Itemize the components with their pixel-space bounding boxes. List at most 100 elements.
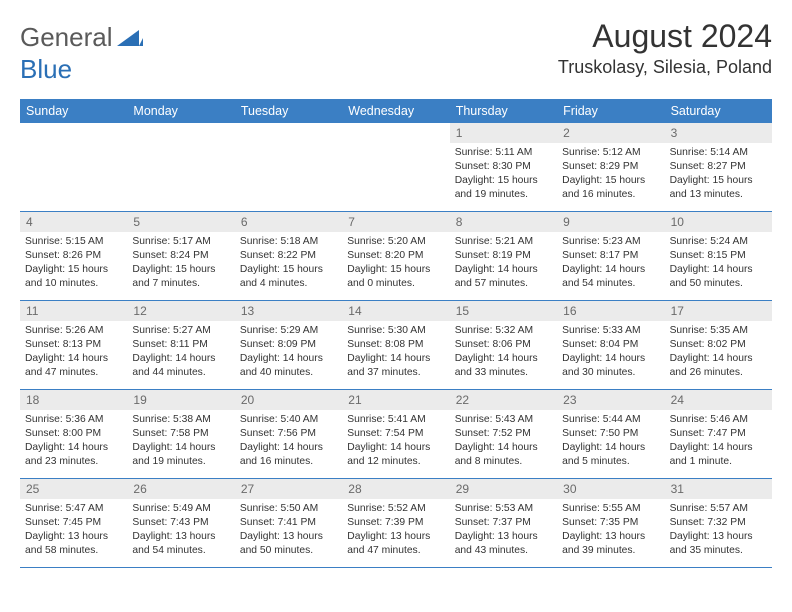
day-number: 31 [665,479,772,499]
weekday-fri: Friday [557,99,664,123]
daylight-text: Daylight: 15 hours and 19 minutes. [455,174,552,202]
daylight-text: Daylight: 14 hours and 8 minutes. [455,441,552,469]
sunrise-text: Sunrise: 5:20 AM [347,235,444,249]
day-body: Sunrise: 5:49 AMSunset: 7:43 PMDaylight:… [127,499,234,562]
daylight-text: Daylight: 14 hours and 50 minutes. [670,263,767,291]
day-body: Sunrise: 5:47 AMSunset: 7:45 PMDaylight:… [20,499,127,562]
sunset-text: Sunset: 8:26 PM [25,249,122,263]
day-cell: 23Sunrise: 5:44 AMSunset: 7:50 PMDayligh… [557,390,664,478]
daylight-text: Daylight: 14 hours and 12 minutes. [347,441,444,469]
day-number: 17 [665,301,772,321]
sunrise-text: Sunrise: 5:40 AM [240,413,337,427]
day-cell: 8Sunrise: 5:21 AMSunset: 8:19 PMDaylight… [450,212,557,300]
sunrise-text: Sunrise: 5:14 AM [670,146,767,160]
daylight-text: Daylight: 15 hours and 4 minutes. [240,263,337,291]
sunset-text: Sunset: 8:08 PM [347,338,444,352]
day-cell: 28Sunrise: 5:52 AMSunset: 7:39 PMDayligh… [342,479,449,567]
day-cell: 29Sunrise: 5:53 AMSunset: 7:37 PMDayligh… [450,479,557,567]
daylight-text: Daylight: 14 hours and 54 minutes. [562,263,659,291]
day-body: Sunrise: 5:32 AMSunset: 8:06 PMDaylight:… [450,321,557,384]
weekday-sun: Sunday [20,99,127,123]
day-number: 12 [127,301,234,321]
weekday-mon: Monday [127,99,234,123]
day-number: 10 [665,212,772,232]
sunrise-text: Sunrise: 5:52 AM [347,502,444,516]
day-body: Sunrise: 5:29 AMSunset: 8:09 PMDaylight:… [235,321,342,384]
month-title: August 2024 [558,18,772,55]
sunrise-text: Sunrise: 5:46 AM [670,413,767,427]
day-body: Sunrise: 5:33 AMSunset: 8:04 PMDaylight:… [557,321,664,384]
day-number: 26 [127,479,234,499]
day-cell: 26Sunrise: 5:49 AMSunset: 7:43 PMDayligh… [127,479,234,567]
daylight-text: Daylight: 13 hours and 39 minutes. [562,530,659,558]
day-body: Sunrise: 5:43 AMSunset: 7:52 PMDaylight:… [450,410,557,473]
day-cell: 12Sunrise: 5:27 AMSunset: 8:11 PMDayligh… [127,301,234,389]
day-body: Sunrise: 5:30 AMSunset: 8:08 PMDaylight:… [342,321,449,384]
weekday-tue: Tuesday [235,99,342,123]
day-number: 15 [450,301,557,321]
day-number: 21 [342,390,449,410]
logo-text-1: General [20,22,113,53]
sunset-text: Sunset: 7:52 PM [455,427,552,441]
day-cell: 27Sunrise: 5:50 AMSunset: 7:41 PMDayligh… [235,479,342,567]
sunset-text: Sunset: 8:09 PM [240,338,337,352]
daylight-text: Daylight: 15 hours and 13 minutes. [670,174,767,202]
day-number: 29 [450,479,557,499]
sunrise-text: Sunrise: 5:15 AM [25,235,122,249]
sunset-text: Sunset: 8:00 PM [25,427,122,441]
day-cell: . [235,123,342,211]
week-row: 25Sunrise: 5:47 AMSunset: 7:45 PMDayligh… [20,479,772,568]
day-body: Sunrise: 5:23 AMSunset: 8:17 PMDaylight:… [557,232,664,295]
day-number: 25 [20,479,127,499]
daylight-text: Daylight: 13 hours and 50 minutes. [240,530,337,558]
day-cell: 10Sunrise: 5:24 AMSunset: 8:15 PMDayligh… [665,212,772,300]
calendar-page: General August 2024 Truskolasy, Silesia,… [0,0,792,578]
sunset-text: Sunset: 7:43 PM [132,516,229,530]
sunset-text: Sunset: 8:11 PM [132,338,229,352]
daylight-text: Daylight: 14 hours and 47 minutes. [25,352,122,380]
sunrise-text: Sunrise: 5:50 AM [240,502,337,516]
day-body: Sunrise: 5:36 AMSunset: 8:00 PMDaylight:… [20,410,127,473]
sunset-text: Sunset: 7:56 PM [240,427,337,441]
day-body: Sunrise: 5:38 AMSunset: 7:58 PMDaylight:… [127,410,234,473]
sunset-text: Sunset: 8:29 PM [562,160,659,174]
day-number: 22 [450,390,557,410]
sunset-text: Sunset: 8:06 PM [455,338,552,352]
day-body: Sunrise: 5:53 AMSunset: 7:37 PMDaylight:… [450,499,557,562]
daylight-text: Daylight: 14 hours and 16 minutes. [240,441,337,469]
sunrise-text: Sunrise: 5:57 AM [670,502,767,516]
week-row: 4Sunrise: 5:15 AMSunset: 8:26 PMDaylight… [20,212,772,301]
day-cell: 2Sunrise: 5:12 AMSunset: 8:29 PMDaylight… [557,123,664,211]
sunset-text: Sunset: 7:50 PM [562,427,659,441]
sunset-text: Sunset: 7:58 PM [132,427,229,441]
day-number: 8 [450,212,557,232]
day-number: 11 [20,301,127,321]
day-body: Sunrise: 5:55 AMSunset: 7:35 PMDaylight:… [557,499,664,562]
day-cell: 15Sunrise: 5:32 AMSunset: 8:06 PMDayligh… [450,301,557,389]
day-body: Sunrise: 5:17 AMSunset: 8:24 PMDaylight:… [127,232,234,295]
daylight-text: Daylight: 14 hours and 37 minutes. [347,352,444,380]
daylight-text: Daylight: 14 hours and 23 minutes. [25,441,122,469]
sunrise-text: Sunrise: 5:43 AM [455,413,552,427]
sunrise-text: Sunrise: 5:55 AM [562,502,659,516]
sunrise-text: Sunrise: 5:29 AM [240,324,337,338]
day-body: Sunrise: 5:15 AMSunset: 8:26 PMDaylight:… [20,232,127,295]
daylight-text: Daylight: 15 hours and 7 minutes. [132,263,229,291]
sunset-text: Sunset: 8:24 PM [132,249,229,263]
sunset-text: Sunset: 8:20 PM [347,249,444,263]
sunset-text: Sunset: 7:54 PM [347,427,444,441]
day-cell: 17Sunrise: 5:35 AMSunset: 8:02 PMDayligh… [665,301,772,389]
daylight-text: Daylight: 14 hours and 1 minute. [670,441,767,469]
sunset-text: Sunset: 8:19 PM [455,249,552,263]
day-cell: 14Sunrise: 5:30 AMSunset: 8:08 PMDayligh… [342,301,449,389]
day-cell: 13Sunrise: 5:29 AMSunset: 8:09 PMDayligh… [235,301,342,389]
day-number: 1 [450,123,557,143]
day-number: 14 [342,301,449,321]
sunrise-text: Sunrise: 5:33 AM [562,324,659,338]
day-body: Sunrise: 5:35 AMSunset: 8:02 PMDaylight:… [665,321,772,384]
calendar: Sunday Monday Tuesday Wednesday Thursday… [20,99,772,568]
daylight-text: Daylight: 14 hours and 33 minutes. [455,352,552,380]
sunset-text: Sunset: 7:39 PM [347,516,444,530]
day-cell: 21Sunrise: 5:41 AMSunset: 7:54 PMDayligh… [342,390,449,478]
sunrise-text: Sunrise: 5:18 AM [240,235,337,249]
